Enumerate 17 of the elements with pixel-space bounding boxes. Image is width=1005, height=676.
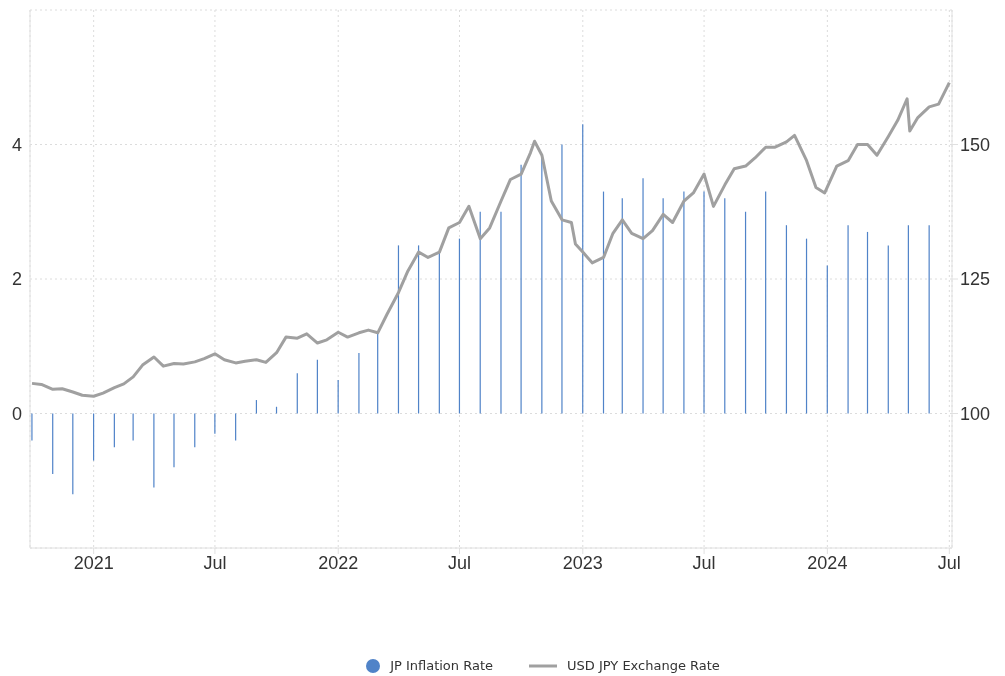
legend-label: USD JPY Exchange Rate: [567, 658, 720, 673]
line-series: [30, 81, 951, 398]
y2-tick-label: 100: [960, 403, 991, 424]
x-tick-label: Jul: [448, 552, 472, 573]
y2-tick-label: 150: [960, 134, 991, 155]
y-tick-label: 0: [11, 403, 22, 424]
y-tick-label: 2: [11, 269, 22, 290]
y-tick-label: 4: [11, 134, 22, 155]
y2-tick-label: 125: [960, 269, 991, 290]
legend-label: JP Inflation Rate: [390, 658, 494, 673]
x-tick-label: 2023: [562, 552, 603, 573]
x-tick-label: 2022: [318, 552, 359, 573]
x-tick-label: 2021: [73, 552, 114, 573]
x-tick-label: Jul: [937, 552, 961, 573]
x-tick-label: 2024: [807, 552, 848, 573]
x-tick-label: Jul: [692, 552, 716, 573]
x-tick-label: Jul: [203, 552, 227, 573]
